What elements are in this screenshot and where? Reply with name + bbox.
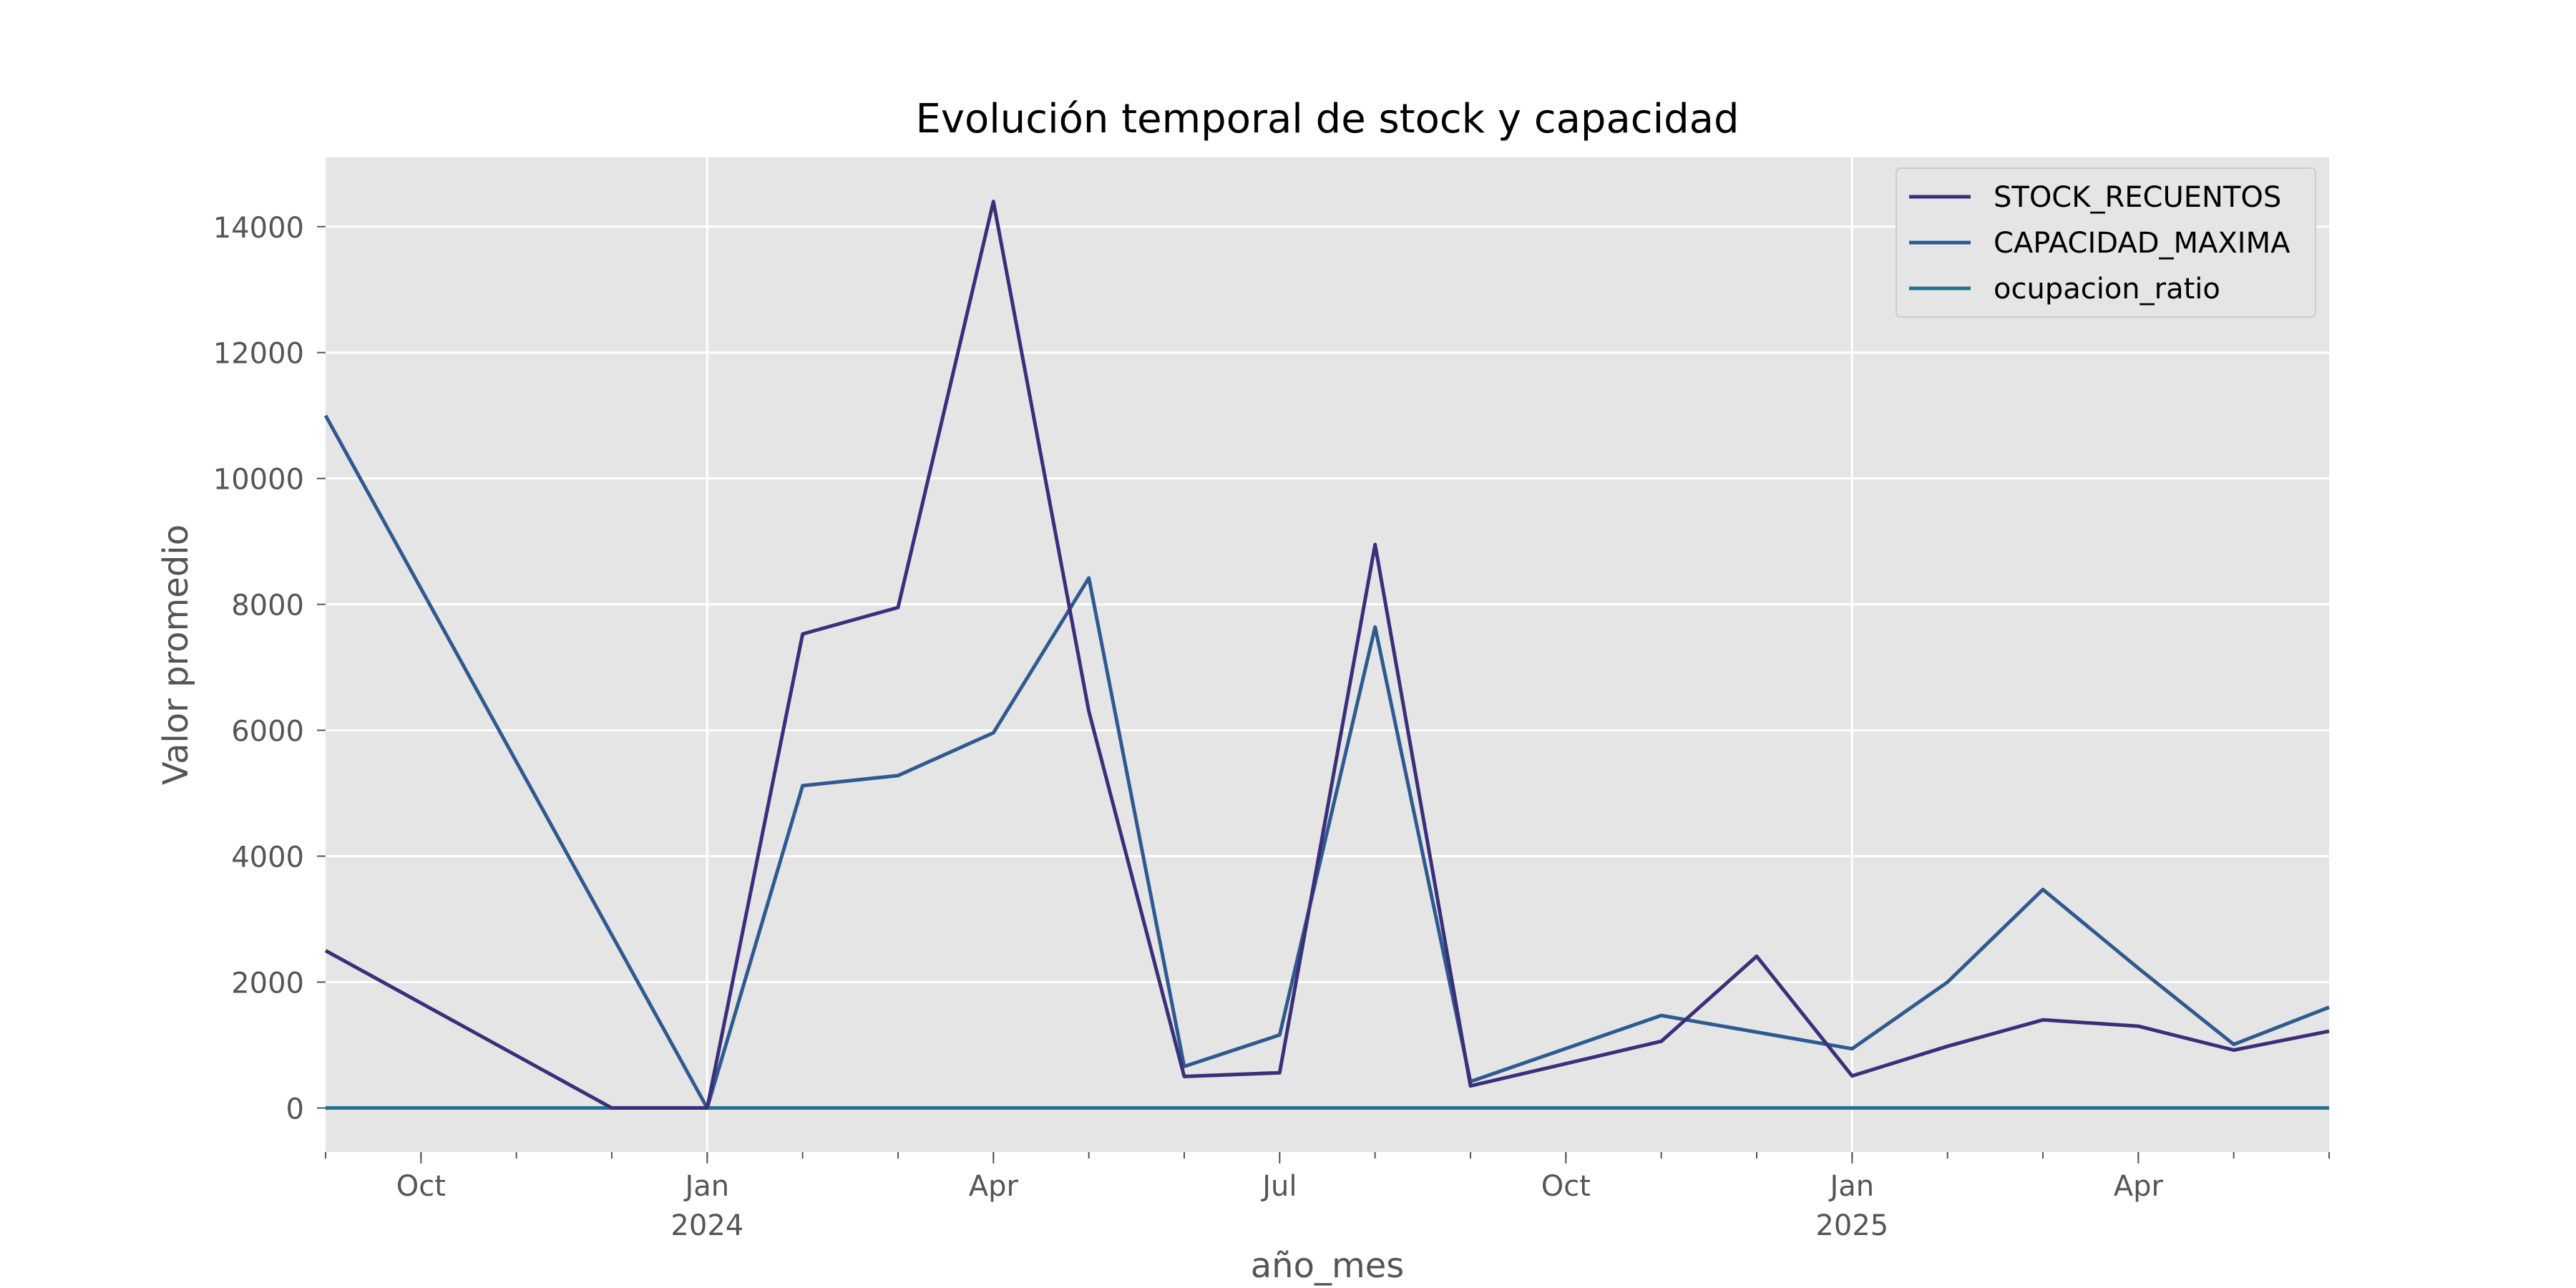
x-tick-label: Jan [1828, 1170, 1874, 1203]
grid [326, 157, 2329, 1152]
plot-background [326, 157, 2329, 1152]
x-tick-label: Oct [1541, 1170, 1591, 1203]
y-tick-label: 12000 [213, 338, 304, 371]
y-axis-ticks: 0 2000 4000 6000 8000 10000 12000 14000 [213, 212, 326, 1126]
legend-box [1896, 167, 2316, 318]
y-tick-label: 10000 [213, 464, 304, 497]
x-tick-year-label: 2024 [670, 1209, 743, 1242]
y-tick-label: 8000 [231, 590, 304, 623]
x-axis-label: año_mes [1251, 1246, 1405, 1286]
x-tick-label: Apr [969, 1170, 1019, 1203]
chart-title: Evolución temporal de stock y capacidad [915, 96, 1739, 142]
x-tick-label: Oct [396, 1170, 446, 1203]
legend-label: CAPACIDAD_MAXIMA [1994, 227, 2290, 260]
series-line [324, 200, 2330, 1110]
legend: STOCK_RECUENTOS CAPACIDAD_MAXIMA ocupacion… [1896, 167, 2316, 318]
y-tick-label: 14000 [213, 212, 304, 245]
y-tick-label: 0 [286, 1093, 304, 1126]
x-tick-year-label: 2025 [1815, 1209, 1888, 1242]
series-line [323, 414, 2330, 1110]
x-axis-ticks: Oct Jan 2024 Apr Jul Oct Jan 2025 Apr [325, 1152, 2330, 1242]
series-group [323, 200, 2330, 1110]
x-tick-label: Jul [1260, 1170, 1297, 1203]
y-tick-label: 6000 [231, 716, 304, 748]
x-tick-label: Jan [683, 1170, 729, 1203]
legend-label: ocupacion_ratio [1994, 273, 2220, 306]
x-tick-label: Apr [2114, 1170, 2164, 1203]
y-tick-label: 4000 [231, 841, 304, 874]
legend-label: STOCK_RECUENTOS [1994, 181, 2281, 214]
y-tick-label: 2000 [231, 967, 304, 1000]
y-axis-label: Valor promedio [156, 525, 196, 785]
